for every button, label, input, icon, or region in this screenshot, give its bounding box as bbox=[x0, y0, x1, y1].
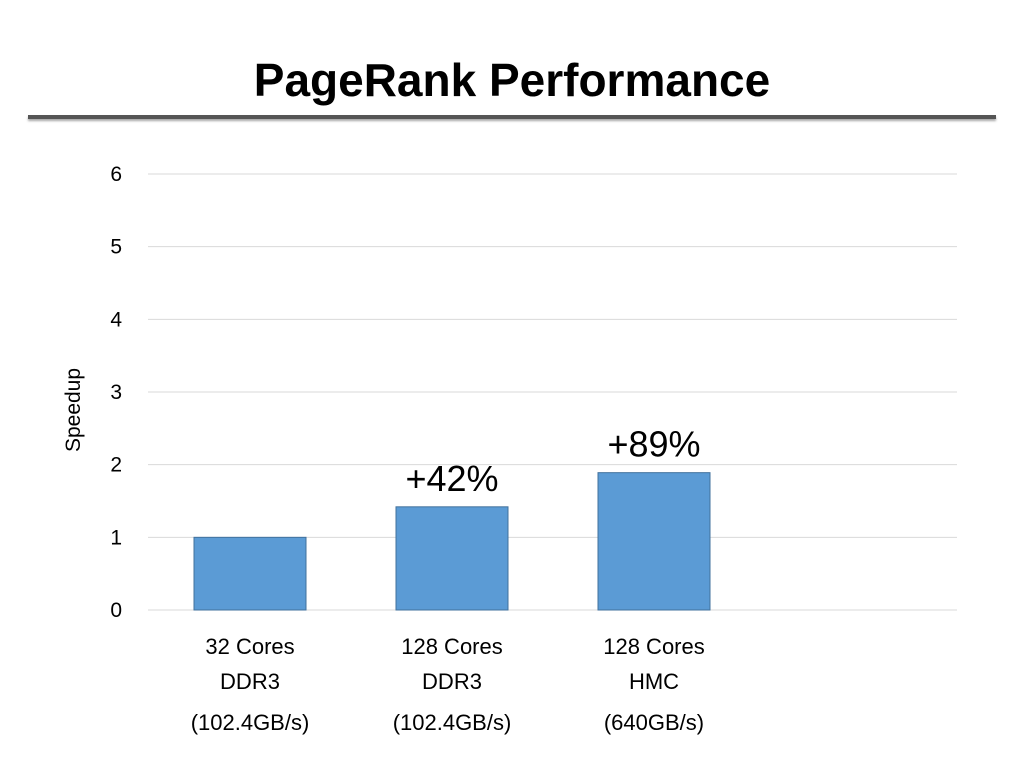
bar-data-label: +42% bbox=[405, 458, 498, 499]
y-tick-label: 1 bbox=[110, 526, 122, 549]
bars bbox=[193, 472, 711, 611]
x-category-label: (102.4GB/s) bbox=[191, 710, 310, 735]
y-tick-label: 4 bbox=[110, 308, 122, 331]
y-axis-ticks: 0 1 2 3 4 5 6 bbox=[110, 163, 122, 622]
x-category-label: HMC bbox=[629, 669, 679, 694]
x-category-label: (640GB/s) bbox=[604, 710, 704, 735]
title-divider bbox=[28, 115, 996, 119]
x-axis-categories: 32 Cores DDR3 (102.4GB/s) 128 Cores DDR3 (102… bbox=[191, 634, 705, 735]
bar bbox=[597, 472, 711, 611]
y-tick-label: 6 bbox=[110, 163, 122, 186]
y-tick-label: 3 bbox=[110, 381, 122, 404]
x-category-label: DDR3 bbox=[220, 669, 280, 694]
data-labels: +42% +89% bbox=[405, 424, 700, 499]
bar-data-label: +89% bbox=[607, 424, 700, 465]
x-category-label: 128 Cores bbox=[401, 634, 503, 659]
bar bbox=[193, 536, 307, 611]
x-category-label: 128 Cores bbox=[603, 634, 705, 659]
y-tick-label: 2 bbox=[110, 454, 122, 477]
x-category-label: (102.4GB/s) bbox=[393, 710, 512, 735]
y-axis-title: Speedup bbox=[62, 368, 85, 452]
bar bbox=[395, 506, 509, 611]
x-category-label: 32 Cores bbox=[205, 634, 294, 659]
x-category-label: DDR3 bbox=[422, 669, 482, 694]
y-tick-label: 5 bbox=[110, 236, 122, 259]
y-tick-label: 0 bbox=[110, 599, 122, 622]
slide-title: PageRank Performance bbox=[253, 54, 771, 106]
